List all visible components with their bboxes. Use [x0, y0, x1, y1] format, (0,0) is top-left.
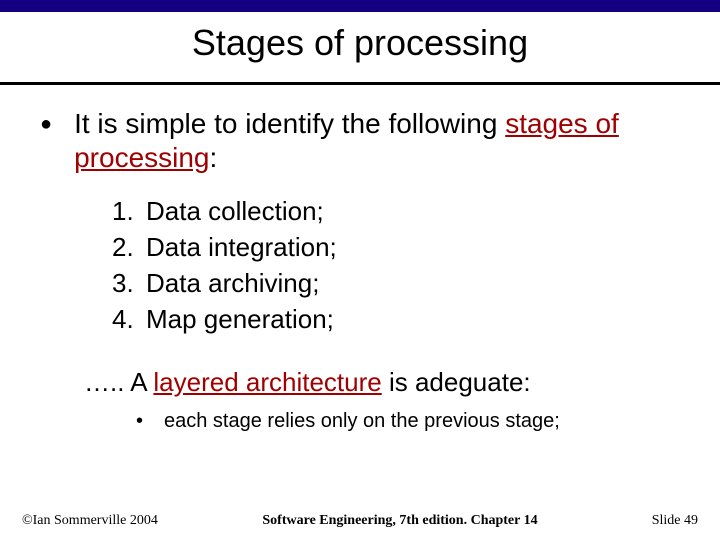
intro-bullet-row: ● It is simple to identify the following… — [40, 107, 680, 175]
title-area: Stages of processing — [0, 12, 720, 82]
list-item: 4. Map generation; — [112, 301, 680, 337]
intro-pre: It is simple to identify the following — [74, 108, 505, 139]
conclusion-dots: ….. — [84, 367, 130, 397]
list-item: 1. Data collection; — [112, 193, 680, 229]
bullet-icon: ● — [40, 107, 52, 141]
sub-text: each stage relies only on the previous s… — [164, 407, 560, 435]
list-number: 4. — [112, 301, 146, 337]
conclusion-link: layered architecture — [153, 367, 381, 397]
sub-bullet-row: • each stage relies only on the previous… — [136, 407, 680, 435]
list-item: 3. Data archiving; — [112, 265, 680, 301]
list-text: Data archiving; — [146, 265, 319, 301]
title-underline — [0, 82, 720, 85]
footer-slide-num: 49 — [684, 513, 698, 528]
ordered-list: 1. Data collection; 2. Data integration;… — [112, 193, 680, 337]
conclusion-pre: A — [130, 367, 153, 397]
footer: ©Ian Sommerville 2004 Software Engineeri… — [0, 502, 720, 540]
list-number: 2. — [112, 229, 146, 265]
slide-title: Stages of processing — [0, 22, 720, 64]
intro-text: It is simple to identify the following s… — [74, 107, 680, 175]
footer-slide-label: Slide — [652, 513, 684, 528]
intro-post: : — [210, 142, 218, 173]
sub-bullet-icon: • — [136, 407, 164, 435]
conclusion-post: is adeguate: — [382, 367, 531, 397]
top-band — [0, 0, 720, 12]
list-number: 3. — [112, 265, 146, 301]
content-area: ● It is simple to identify the following… — [0, 95, 720, 500]
conclusion-text: ….. A layered architecture is adeguate: — [84, 365, 680, 399]
list-number: 1. — [112, 193, 146, 229]
list-item: 2. Data integration; — [112, 229, 680, 265]
list-text: Data collection; — [146, 193, 324, 229]
list-text: Map generation; — [146, 301, 334, 337]
footer-book-title: Software Engineering, 7th edition. Chapt… — [222, 513, 578, 529]
list-text: Data integration; — [146, 229, 337, 265]
slide: Stages of processing ● It is simple to i… — [0, 0, 720, 540]
footer-slide-number: Slide 49 — [578, 513, 698, 529]
footer-copyright: ©Ian Sommerville 2004 — [22, 513, 222, 529]
